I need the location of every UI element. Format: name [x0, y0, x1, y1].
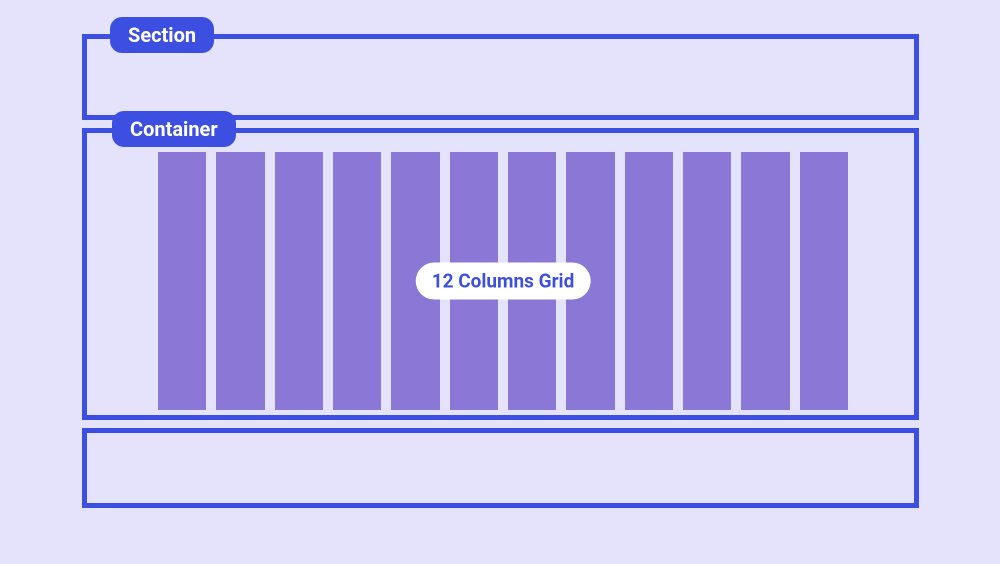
grid-column — [741, 152, 789, 410]
grid-column — [275, 152, 323, 410]
grid-column — [625, 152, 673, 410]
diagram-canvas: Section Container 12 Columns Grid — [0, 0, 1000, 564]
bottom-box — [82, 428, 919, 508]
grid-label: 12 Columns Grid — [416, 263, 591, 300]
grid-column — [683, 152, 731, 410]
container-label: Container — [112, 111, 236, 147]
section-label-text: Section — [128, 23, 196, 47]
grid-label-text: 12 Columns Grid — [432, 270, 575, 293]
grid-column — [800, 152, 848, 410]
grid-column — [216, 152, 264, 410]
container-label-text: Container — [130, 117, 218, 141]
grid-column — [158, 152, 206, 410]
section-label: Section — [110, 17, 214, 53]
grid-column — [333, 152, 381, 410]
